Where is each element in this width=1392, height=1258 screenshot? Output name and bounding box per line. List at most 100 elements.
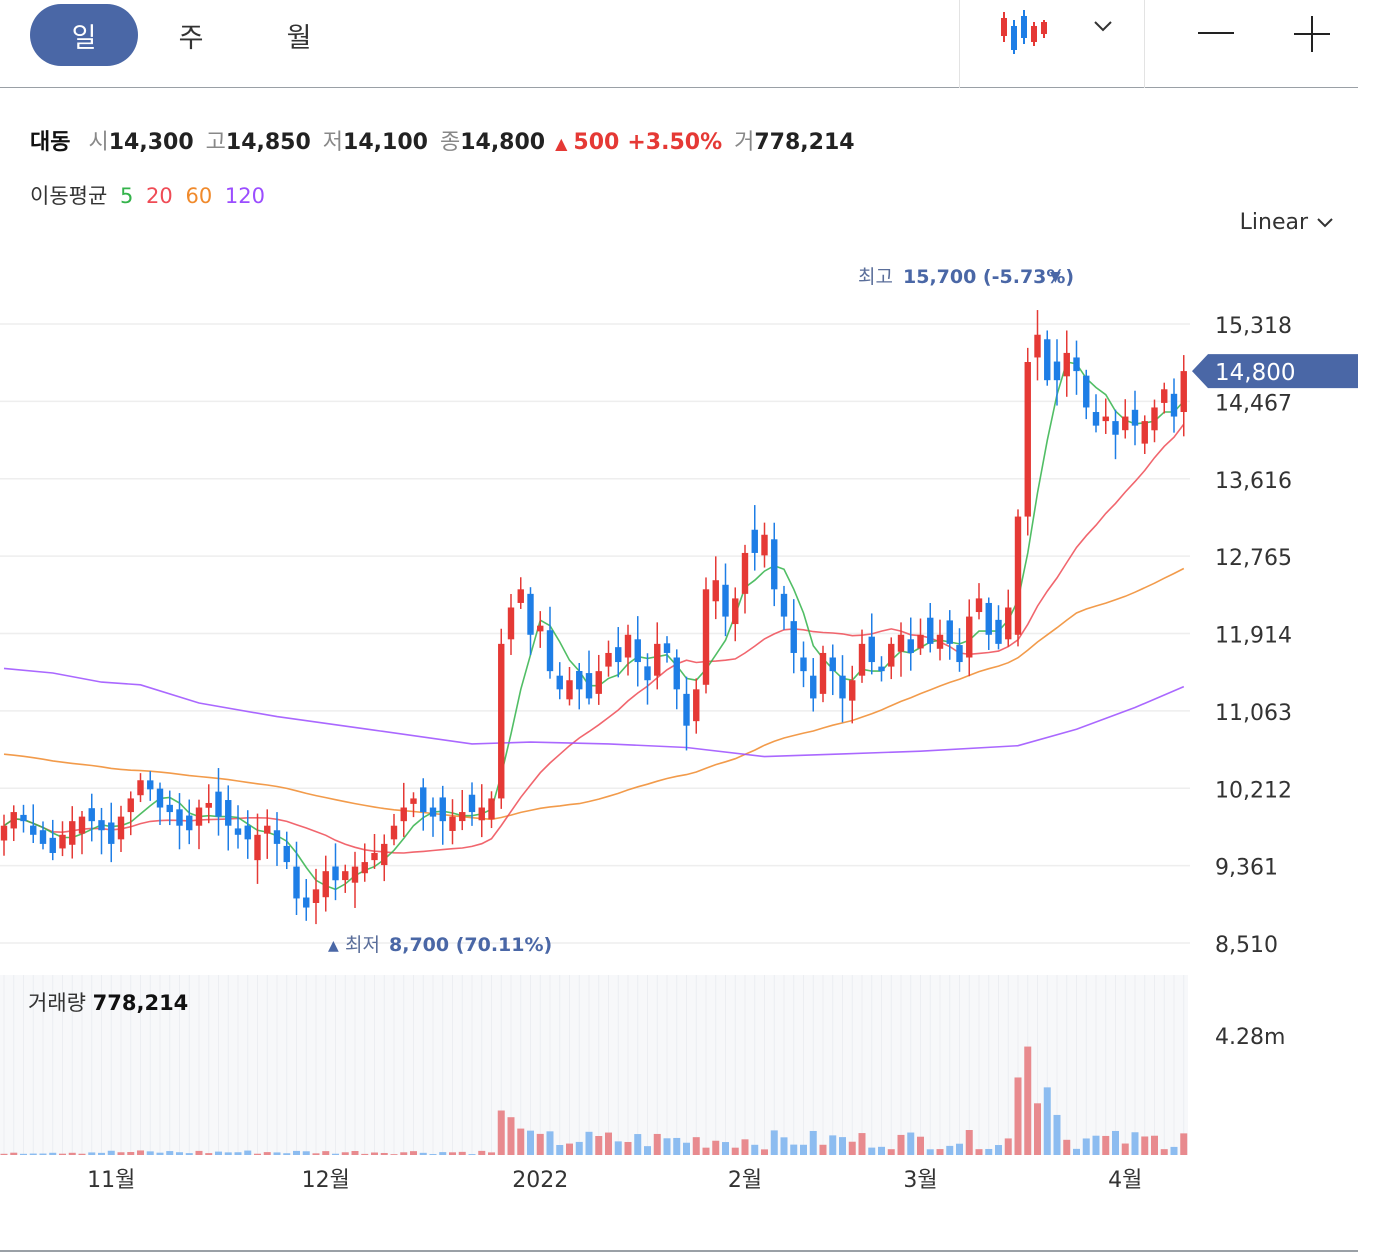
candle-body xyxy=(585,673,593,699)
candle-body xyxy=(741,552,749,594)
volume-bar xyxy=(1082,1138,1090,1155)
volume-bar xyxy=(380,1152,388,1155)
candle-body xyxy=(254,834,261,861)
y-tick-label: 8,510 xyxy=(1215,933,1278,958)
candle-body xyxy=(673,657,680,690)
high-label: 고 xyxy=(205,130,226,155)
candle-body xyxy=(478,807,485,821)
candle-body xyxy=(137,780,144,796)
candle-body xyxy=(810,675,817,699)
y-tick-label: 9,361 xyxy=(1215,856,1278,881)
volume-bar xyxy=(858,1133,866,1155)
chevron-down-icon[interactable] xyxy=(1092,18,1114,34)
volume-bar xyxy=(1004,1138,1012,1155)
x-tick-label: 2022 xyxy=(512,1168,568,1193)
open-label: 시 xyxy=(88,130,109,155)
high-annotation-value: 15,700 (-5.73%) xyxy=(903,266,1074,288)
candle-body xyxy=(400,807,407,822)
volume-bar xyxy=(332,1153,339,1155)
period-month-button[interactable]: 월 xyxy=(286,22,312,54)
volume-bar xyxy=(780,1137,788,1155)
candle-body xyxy=(537,625,544,632)
candle-body xyxy=(361,862,368,874)
candle-body xyxy=(30,825,37,835)
candle-body xyxy=(429,807,437,817)
candle-body xyxy=(839,675,846,699)
candle-body xyxy=(1053,361,1061,381)
change-value: 500 xyxy=(573,130,620,155)
candle-body xyxy=(1073,357,1080,372)
candle-body xyxy=(751,529,758,553)
volume-bar xyxy=(419,1152,427,1155)
volume-bar xyxy=(800,1144,807,1155)
candle-body xyxy=(351,866,359,883)
candle-body xyxy=(780,593,788,617)
minus-icon[interactable] xyxy=(1196,16,1236,52)
candle-body xyxy=(702,589,710,685)
period-day-button[interactable]: 일 xyxy=(30,4,138,66)
moving-average-legend[interactable]: 이동평균 5 20 60 120 xyxy=(30,180,271,210)
volume-bar xyxy=(897,1134,905,1155)
candle-body xyxy=(488,798,495,820)
candlestick-icon[interactable] xyxy=(998,8,1050,56)
y-tick-label: 14,467 xyxy=(1215,391,1292,416)
candle-body xyxy=(888,643,895,667)
candle-body xyxy=(78,816,86,834)
change-percent: +3.50% xyxy=(627,130,723,155)
volume-bar xyxy=(995,1145,1002,1155)
candle-body xyxy=(303,897,310,908)
candle-body xyxy=(1014,516,1022,635)
candle-body xyxy=(186,815,193,831)
volume-bar xyxy=(761,1149,768,1155)
volume-title-label: 거래량 xyxy=(28,991,93,1015)
plus-icon[interactable] xyxy=(1292,14,1332,54)
candle-body xyxy=(468,794,476,813)
toolbar: 일 주 월 xyxy=(0,0,1358,88)
volume-bar xyxy=(595,1135,603,1155)
volume-bar xyxy=(341,1152,349,1155)
candle-body xyxy=(995,619,1002,644)
candle-body xyxy=(166,804,173,813)
candle-body xyxy=(790,621,797,653)
candle-body xyxy=(332,866,339,881)
candle-body xyxy=(1102,416,1109,422)
candle-body xyxy=(225,800,232,826)
candle-body xyxy=(88,808,95,822)
volume-bar xyxy=(848,1141,856,1155)
x-tick-label: 3월 xyxy=(903,1168,937,1193)
volume-bar xyxy=(98,1152,105,1155)
candle-body xyxy=(683,693,690,726)
candle-body xyxy=(966,616,973,658)
volume-bar xyxy=(1170,1146,1178,1155)
volume-bar xyxy=(936,1149,944,1155)
scale-select[interactable]: Linear xyxy=(1240,210,1334,235)
period-week-button[interactable]: 주 xyxy=(178,22,204,54)
volume-bar xyxy=(566,1143,573,1155)
candle-body xyxy=(517,589,524,603)
low-annotation-label: 최저 xyxy=(345,934,380,956)
volume-bar xyxy=(478,1150,486,1155)
volume-panel xyxy=(0,975,1188,1155)
volume-bar xyxy=(137,1150,144,1155)
candle-body xyxy=(69,821,76,845)
volume-bar xyxy=(488,1152,495,1155)
volume-bar xyxy=(624,1141,632,1155)
x-tick-label: 4월 xyxy=(1108,1168,1142,1193)
volume-bar xyxy=(1063,1139,1071,1155)
volume-bar xyxy=(10,1152,18,1155)
volume-bar xyxy=(185,1153,193,1155)
ma120-line xyxy=(3,667,1185,758)
volume-bar xyxy=(107,1150,115,1155)
candle-body xyxy=(449,816,456,831)
high-annotation-label: 최고 xyxy=(858,266,893,288)
volume-bar xyxy=(507,1117,515,1155)
x-axis: 11월 12월 2022 2월 3월 4월 xyxy=(87,1168,1142,1193)
toolbar-divider xyxy=(959,0,960,88)
volume-bar xyxy=(556,1144,564,1155)
candle-body xyxy=(371,852,378,861)
volume-bar xyxy=(351,1151,359,1155)
candle-body xyxy=(800,657,807,672)
volume-bar xyxy=(819,1144,827,1155)
y-tick-label: 12,765 xyxy=(1215,546,1292,571)
